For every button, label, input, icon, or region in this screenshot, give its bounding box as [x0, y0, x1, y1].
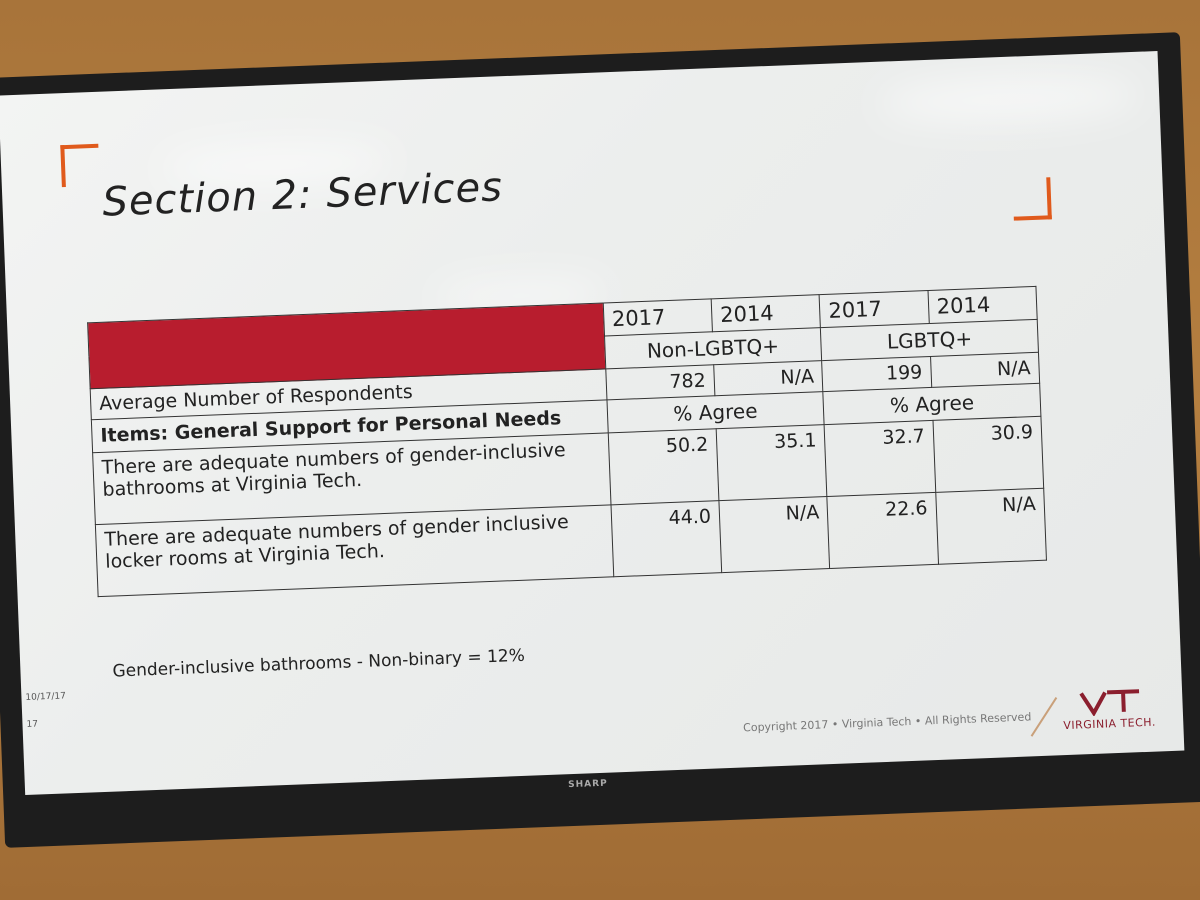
- slide-date: 10/17/17: [25, 691, 67, 703]
- table-cell: 30.9: [932, 416, 1044, 493]
- light-glare: [878, 71, 1140, 127]
- slide-title: Section 2: Services: [101, 164, 504, 226]
- logo-text: VIRGINIA TECH.: [1063, 715, 1157, 733]
- table-cell: 199: [821, 356, 932, 392]
- table-cell: 22.6: [827, 492, 939, 569]
- table-cell: 44.0: [610, 500, 722, 577]
- slide-number: 17: [26, 719, 39, 730]
- year-header: 2014: [927, 286, 1038, 324]
- table-cell: 32.7: [824, 420, 936, 497]
- tv-brand: SHARP: [568, 778, 608, 791]
- table-cell: 50.2: [607, 428, 719, 505]
- vt-logo-icon: [1079, 689, 1140, 717]
- year-header: 2017: [602, 298, 713, 336]
- table-cell: N/A: [930, 352, 1040, 388]
- year-header: 2017: [819, 290, 929, 328]
- table-cell: N/A: [713, 360, 824, 396]
- year-header: 2014: [711, 294, 821, 332]
- table-cell: N/A: [935, 488, 1047, 565]
- corner-bracket-top-left: [60, 143, 100, 188]
- survey-table: 2017 2014 2017 2014 Non-LGBTQ+ LGBTQ+ Av…: [87, 286, 1047, 597]
- corner-bracket-bottom-right: [1012, 177, 1052, 221]
- table-cell: N/A: [718, 496, 830, 573]
- logo-divider: [1030, 696, 1058, 737]
- tv-bezel: Section 2: Services 2017 2014 2017 2014 …: [0, 32, 1200, 848]
- table-cell: 35.1: [716, 424, 828, 501]
- table-cell: 782: [605, 364, 715, 400]
- copyright-text: Copyright 2017 • Virginia Tech • All Rig…: [742, 710, 1032, 735]
- footnote: Gender-inclusive bathrooms - Non-binary …: [112, 645, 526, 682]
- slide-screen: Section 2: Services 2017 2014 2017 2014 …: [0, 51, 1185, 796]
